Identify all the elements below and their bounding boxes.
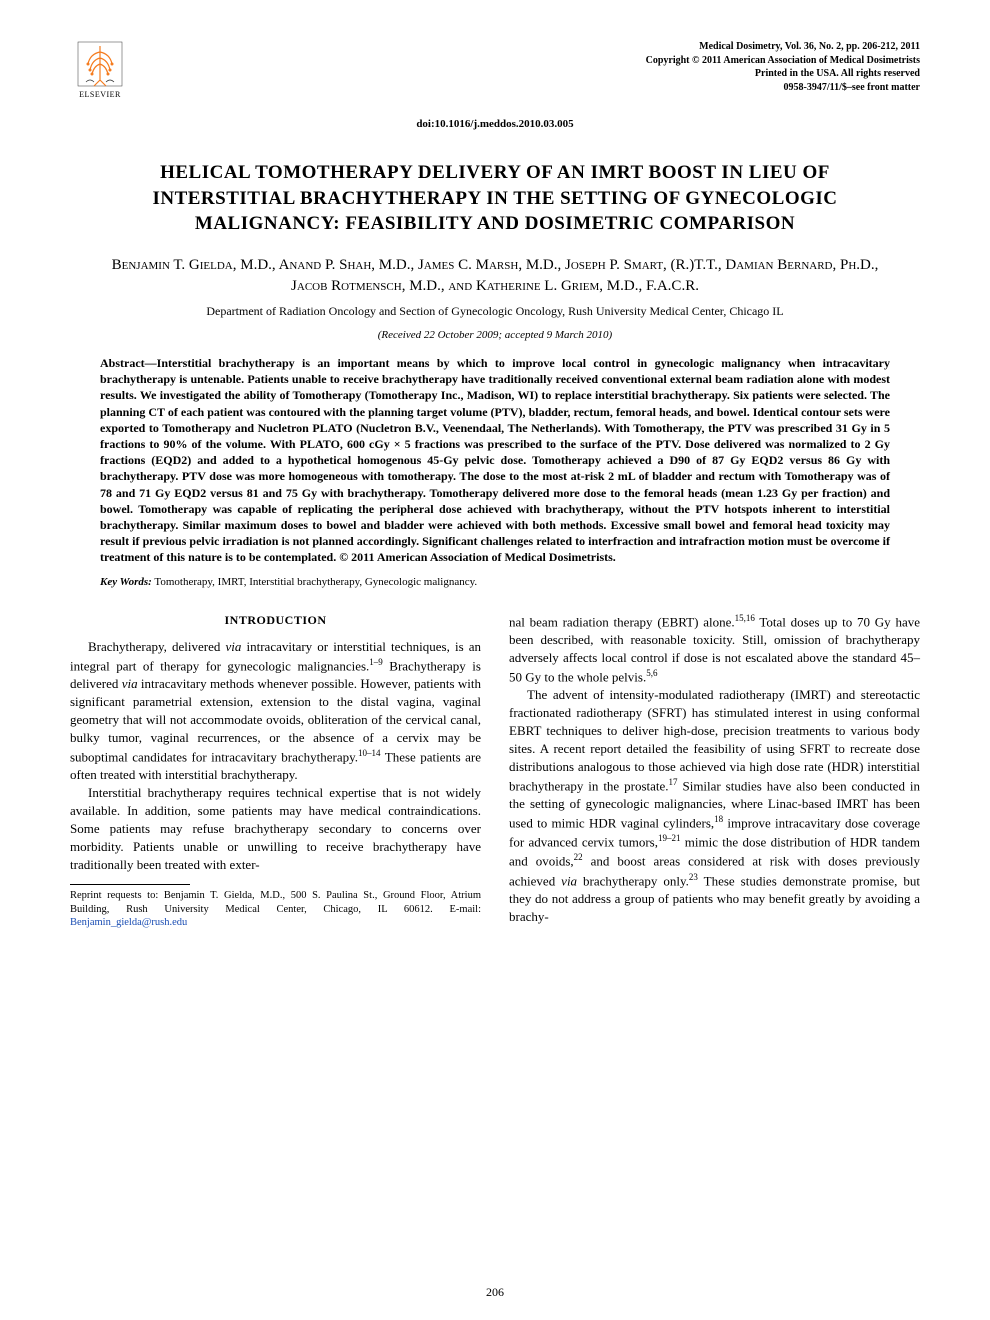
keywords: Key Words: Tomotherapy, IMRT, Interstiti… — [100, 576, 890, 588]
pub-meta-line: Printed in the USA. All rights reserved — [646, 67, 920, 81]
footnote-rule — [70, 884, 190, 885]
elsevier-tree-icon — [76, 40, 124, 88]
article-title: HELICAL TOMOTHERAPY DELIVERY OF AN IMRT … — [110, 160, 880, 237]
introduction-heading: INTRODUCTION — [70, 612, 481, 629]
authors: Benjamin T. Gielda, M.D., Anand P. Shah,… — [100, 255, 890, 297]
publisher-name: ELSEVIER — [79, 90, 121, 99]
intro-para-1: Brachytherapy, delivered via intracavita… — [70, 638, 481, 784]
left-column: INTRODUCTION Brachytherapy, delivered vi… — [70, 612, 481, 930]
affiliation: Department of Radiation Oncology and Sec… — [110, 303, 880, 319]
reprint-footnote: Reprint requests to: Benjamin T. Gielda,… — [70, 889, 481, 930]
keywords-label: Key Words: — [100, 576, 152, 588]
intro-para-1-cont: nal beam radiation therapy (EBRT) alone.… — [509, 612, 920, 686]
citation-sup: 18 — [714, 814, 723, 824]
header-row: ELSEVIER Medical Dosimetry, Vol. 36, No.… — [70, 40, 920, 110]
right-column: nal beam radiation therapy (EBRT) alone.… — [509, 612, 920, 930]
citation-sup: 23 — [689, 872, 698, 882]
citation-sup: 10–14 — [358, 748, 381, 758]
citation-sup: 22 — [574, 852, 583, 862]
citation-sup: 1–9 — [369, 657, 383, 667]
pub-meta-line: Copyright © 2011 American Association of… — [646, 54, 920, 68]
pub-meta-line: Medical Dosimetry, Vol. 36, No. 2, pp. 2… — [646, 40, 920, 54]
received-accepted-dates: (Received 22 October 2009; accepted 9 Ma… — [70, 329, 920, 341]
citation-sup: 15,16 — [735, 613, 755, 623]
pub-meta-line: 0958-3947/11/$–see front matter — [646, 81, 920, 95]
publisher-logo: ELSEVIER — [70, 40, 130, 110]
intro-para-2: Interstitial brachytherapy requires tech… — [70, 784, 481, 874]
publication-metadata: Medical Dosimetry, Vol. 36, No. 2, pp. 2… — [646, 40, 920, 94]
abstract: Abstract—Interstitial brachytherapy is a… — [100, 355, 890, 565]
doi: doi:10.1016/j.meddos.2010.03.005 — [70, 118, 920, 130]
body-columns: INTRODUCTION Brachytherapy, delivered vi… — [70, 612, 920, 930]
page-number: 206 — [486, 1285, 504, 1300]
citation-sup: 17 — [669, 777, 678, 787]
corresponding-email[interactable]: Benjamin_gielda@rush.edu — [70, 917, 187, 928]
keywords-text: Tomotherapy, IMRT, Interstitial brachyth… — [152, 576, 477, 588]
citation-sup: 19–21 — [658, 833, 681, 843]
intro-para-3: The advent of intensity-modulated radiot… — [509, 686, 920, 926]
citation-sup: 5,6 — [646, 668, 657, 678]
footnote-text: Reprint requests to: Benjamin T. Gielda,… — [70, 890, 481, 915]
